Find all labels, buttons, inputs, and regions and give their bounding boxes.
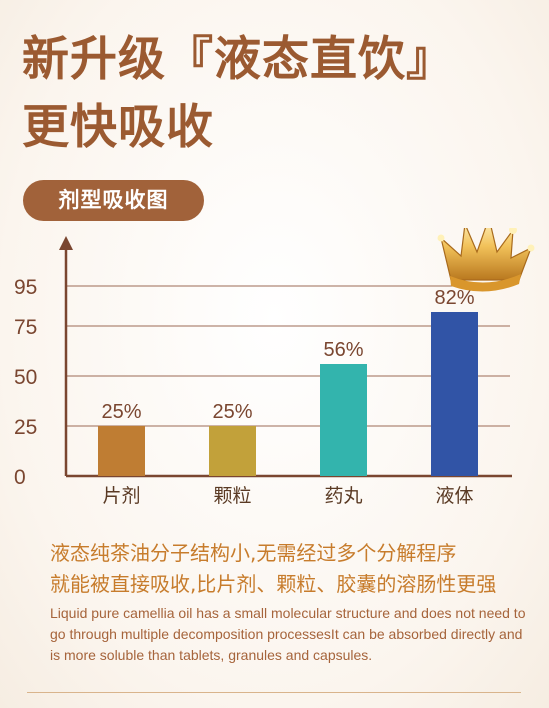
y-tick-label: 25	[14, 416, 37, 439]
bar	[320, 364, 367, 476]
x-category-label: 颗粒	[213, 485, 251, 507]
headline-line-1: 新升级『液态直饮』	[22, 32, 454, 87]
x-category-label: 药丸	[324, 485, 362, 507]
bar-value-label: 56%	[323, 339, 363, 361]
bar-value-label: 82%	[434, 287, 474, 309]
headline-line-2: 更快吸收	[22, 100, 214, 155]
x-category-label: 液体	[435, 485, 473, 507]
bar-value-label: 25%	[212, 401, 252, 423]
absorption-bar-chart: 0 25 50 75 95 25% 片剂 25% 颗粒 56% 药丸 82% 液体	[14, 228, 535, 507]
bottom-divider	[27, 692, 521, 693]
bar	[98, 426, 145, 476]
description-en-line-3: is more soluble than tablets, granules a…	[50, 647, 373, 663]
y-tick-label: 50	[14, 366, 37, 389]
description-en-line-2: go through multiple decomposition proces…	[50, 626, 523, 642]
description-en-line-1: Liquid pure camellia oil has a small mol…	[50, 605, 526, 621]
description-zh-line-1: 液态纯茶油分子结构小,无需经过多个分解程序	[50, 541, 457, 565]
description-en: Liquid pure camellia oil has a small mol…	[50, 603, 526, 666]
x-category-label: 片剂	[102, 485, 140, 507]
description-zh-line-2: 就能被直接吸收,比片剂、颗粒、胶囊的溶肠性更强	[50, 572, 497, 596]
bar	[431, 312, 478, 476]
y-tick-label: 95	[14, 276, 37, 299]
y-axis-arrow	[59, 236, 73, 250]
bar	[209, 426, 256, 476]
bar-value-label: 25%	[101, 401, 141, 423]
y-tick-label: 75	[14, 316, 37, 339]
section-pill-label: 剂型吸收图	[23, 180, 204, 221]
crown-icon	[437, 228, 535, 292]
y-tick-label: 0	[14, 466, 26, 489]
